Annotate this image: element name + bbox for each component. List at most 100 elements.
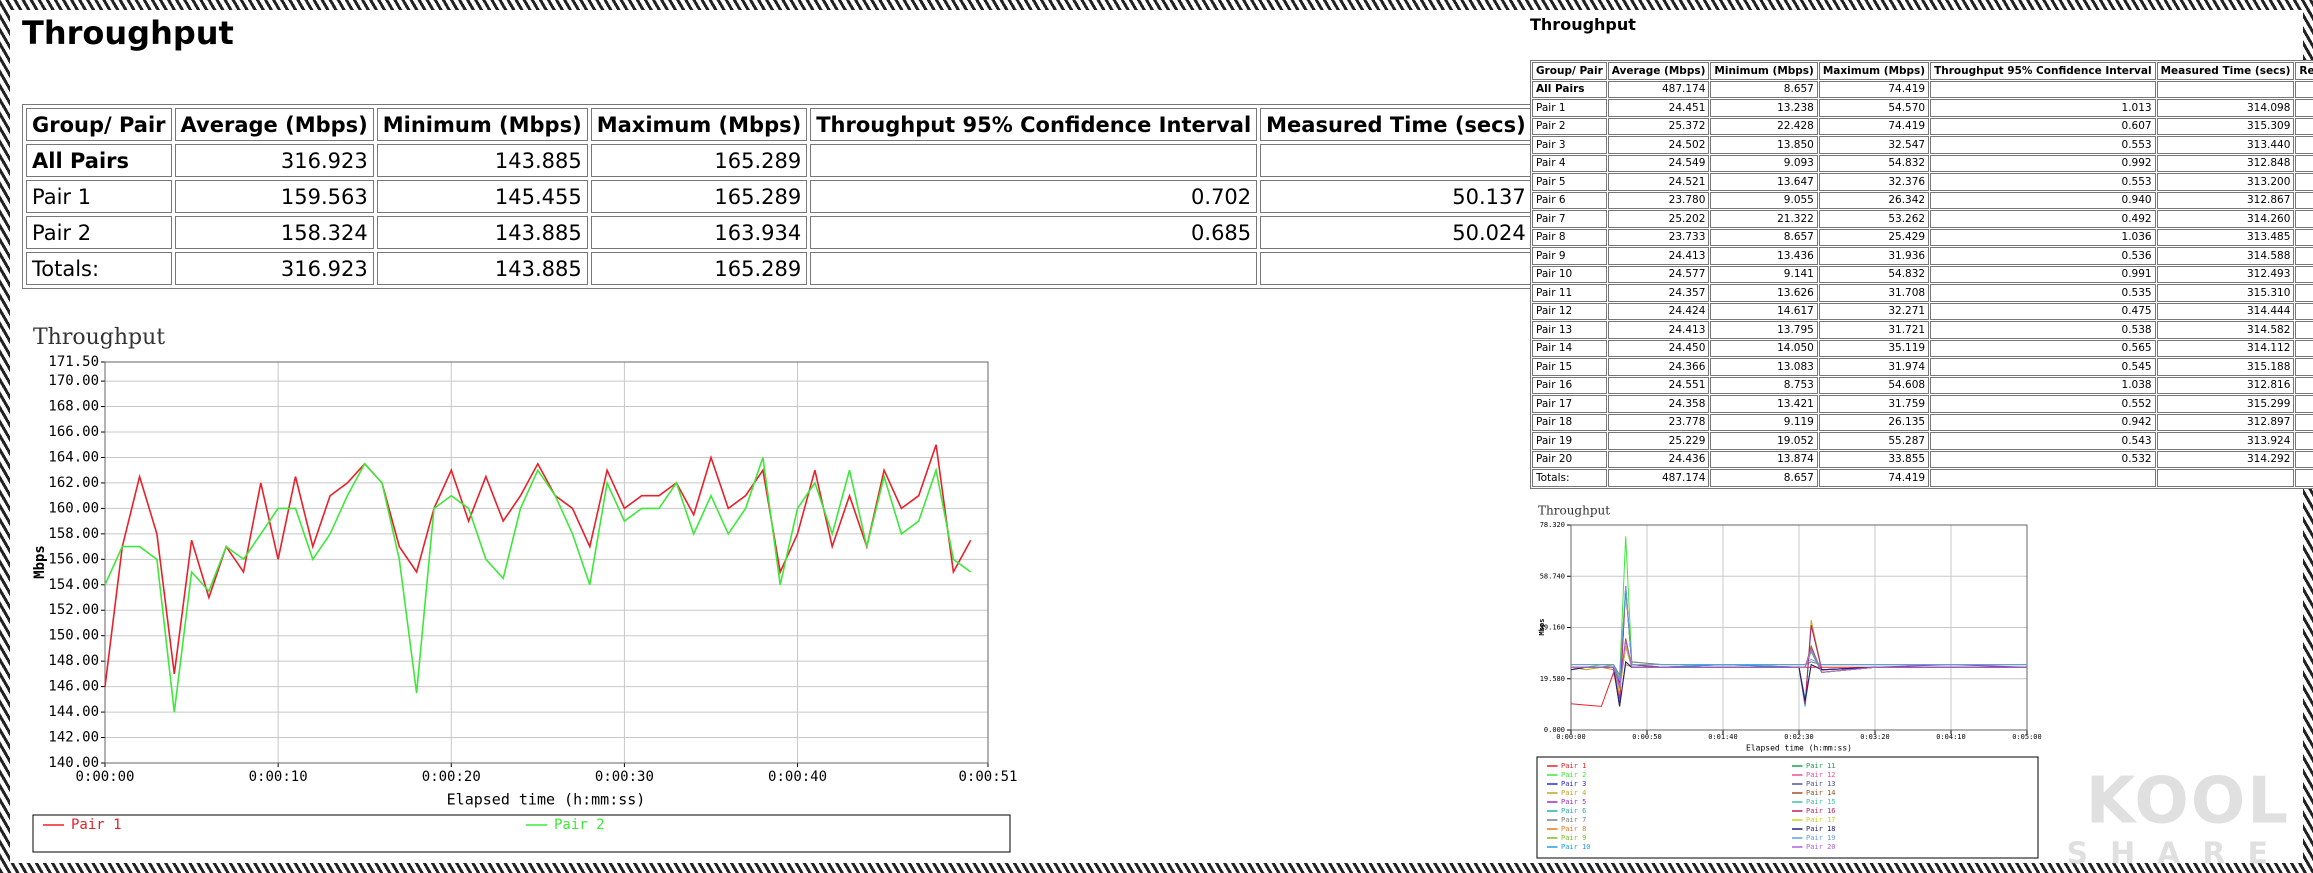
cell: 13.795	[1710, 321, 1818, 339]
x-tick-label: 0:00:00	[75, 769, 134, 785]
table-row: Pair 1224.42414.61732.2710.475314.4441.9…	[1532, 302, 2313, 320]
table-row: Pair 124.45113.23854.5701.013314.0984.14…	[1532, 99, 2313, 117]
legend-label: Pair 4	[1561, 789, 1586, 797]
column-header: Group/ Pair	[26, 108, 172, 141]
legend-label: Pair 11	[1806, 762, 1836, 770]
cell: 1.038	[1930, 376, 2156, 394]
cell: 316.923	[174, 252, 374, 285]
row-label: Pair 3	[1532, 136, 1607, 154]
header-row: Group/ Pair Average (Mbps) Minimum (Mbps) M…	[1532, 62, 2313, 80]
cell: 32.547	[1818, 136, 1930, 154]
table-row: All Pairs 316.923 143.885 165.289	[26, 144, 1760, 177]
legend-label: Pair 14	[1806, 789, 1836, 797]
cell: 313.200	[2156, 173, 2295, 191]
cell: 35.119	[1818, 339, 1930, 357]
table-row: Pair 1624.5518.75354.6081.038312.8164.22…	[1532, 376, 2313, 394]
cell: 24.357	[1607, 284, 1710, 302]
cell: 313.924	[2156, 432, 2295, 450]
cell: 0.702	[810, 180, 1258, 213]
table-row: Pair 1823.7789.11926.1350.942312.8973.96…	[1532, 413, 2313, 431]
y-axis-label: Mbps	[1538, 619, 1546, 636]
x-tick-label: 0:00:40	[768, 769, 827, 785]
row-label: Pair 2	[1532, 117, 1607, 135]
cell: 0.685	[810, 216, 1258, 249]
y-tick-label: 166.00	[48, 424, 99, 440]
cell: 54.608	[1818, 376, 1930, 394]
cell: 165.289	[590, 144, 808, 177]
legend-label: Pair 12	[1806, 771, 1836, 779]
row-label: All Pairs	[26, 144, 172, 177]
table-row: Pair 1324.41313.79531.7210.538314.5822.2…	[1532, 321, 2313, 339]
column-header: Minimum (Mbps)	[1710, 62, 1818, 80]
table-row: Pair 1124.35713.62631.7080.535315.3102.1…	[1532, 284, 2313, 302]
x-axis-label: Elapsed time (h:mm:ss)	[1746, 744, 1852, 753]
legend-label: Pair 13	[1806, 780, 1836, 788]
cell: 143.885	[376, 144, 588, 177]
table-row: Pair 1925.22919.05255.2870.543313.9242.1…	[1532, 432, 2313, 450]
x-tick-label: 0:04:10	[1936, 733, 1966, 741]
cell: 24.358	[1607, 395, 1710, 413]
cell: 0.543	[1930, 432, 2156, 450]
cell: 13.850	[1710, 136, 1818, 154]
cell: 0.475	[1930, 302, 2156, 320]
column-header: Maximum (Mbps)	[1818, 62, 1930, 80]
cell: 315.188	[2156, 358, 2295, 376]
y-tick-label: 148.00	[48, 653, 99, 669]
cell: 2.205	[2295, 321, 2313, 339]
row-label: Pair 10	[1532, 265, 1607, 283]
watermark: KOOL	[2086, 765, 2290, 839]
cell: 74.419	[1818, 117, 1930, 135]
cell: 0.492	[1930, 210, 2156, 228]
row-label: Totals:	[26, 252, 172, 285]
cell: 13.421	[1710, 395, 1818, 413]
legend-label: Pair 18	[1806, 825, 1836, 833]
cell: 2.175	[2295, 450, 2313, 468]
cell: 2.256	[2295, 173, 2313, 191]
legend-label: Pair 15	[1806, 798, 1836, 806]
cell: 24.413	[1607, 321, 1710, 339]
cell: 8.753	[1710, 376, 1818, 394]
cell: 24.451	[1607, 99, 1710, 117]
watermark: SHARE	[2066, 837, 2290, 872]
x-tick-label: 0:00:20	[422, 769, 481, 785]
cell: 316.923	[174, 144, 374, 177]
cell: 313.485	[2156, 228, 2295, 246]
cell: 14.050	[1710, 339, 1818, 357]
plot-area	[105, 362, 988, 763]
table-row: Pair 2158.324143.885163.9340.68550.0240.…	[26, 216, 1760, 249]
cell: 53.262	[1818, 210, 1930, 228]
row-label: Pair 7	[1532, 210, 1607, 228]
cell: 26.342	[1818, 191, 1930, 209]
x-tick-label: 0:02:30	[1784, 733, 1814, 741]
cell: 312.867	[2156, 191, 2295, 209]
cell: 314.444	[2156, 302, 2295, 320]
cell: 8.657	[1710, 469, 1818, 487]
cell: 487.174	[1607, 80, 1710, 98]
cell: 50.137	[1260, 180, 1532, 213]
series-line	[1571, 640, 2027, 689]
cell: 0.535	[1930, 284, 2156, 302]
cell: 25.429	[1818, 228, 1930, 246]
cell: 143.885	[376, 252, 588, 285]
y-tick-label: 0.000	[1544, 726, 1565, 734]
row-label: Pair 4	[1532, 154, 1607, 172]
column-header: Average (Mbps)	[1607, 62, 1710, 80]
cell: 0.552	[1930, 395, 2156, 413]
cell: 0.942	[1930, 413, 2156, 431]
cell: 32.271	[1818, 302, 1930, 320]
table-row: Pair 1159.563145.455165.2890.70250.1370.…	[26, 180, 1760, 213]
y-tick-label: 164.00	[48, 449, 99, 465]
cell	[1260, 252, 1532, 285]
y-tick-label: 78.320	[1540, 521, 1565, 529]
cell: 314.588	[2156, 247, 2295, 265]
cell: 3.951	[2295, 191, 2313, 209]
cell: 0.607	[1930, 117, 2156, 135]
table-row: Pair 2024.43613.87433.8550.532314.2922.1…	[1532, 450, 2313, 468]
legend-label: Pair 9	[1561, 834, 1586, 842]
x-tick-label: 0:00:10	[249, 769, 308, 785]
column-header: Throughput 95% Confidence Interval	[810, 108, 1258, 141]
legend-label: Pair 1	[1561, 762, 1586, 770]
cell: 9.141	[1710, 265, 1818, 283]
